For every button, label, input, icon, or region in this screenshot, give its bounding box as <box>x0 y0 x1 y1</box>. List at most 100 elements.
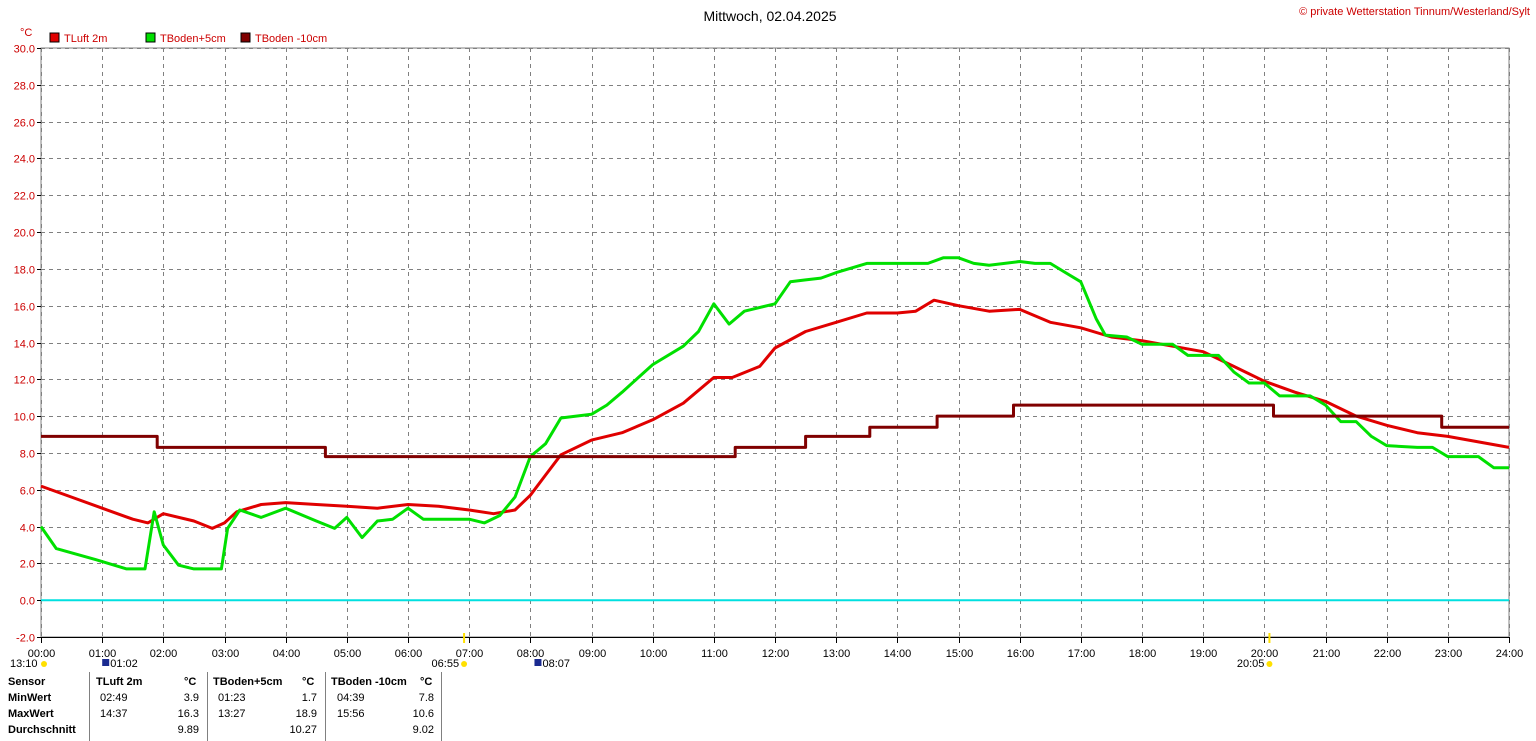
temperature-chart: Mittwoch, 02.04.2025 © private Wettersta… <box>10 6 1530 670</box>
stats-header-s1: TLuft 2m <box>96 676 143 688</box>
x-tick-label: 04:00 <box>273 648 301 660</box>
y-tick-label: 10.0 <box>14 412 35 424</box>
y-tick-labels: -2.0 0.0 2.0 4.0 6.0 8.0 10.0 12.0 14.0 16.0 18.0 2… <box>14 44 35 645</box>
grid <box>37 47 1510 643</box>
stats-header-u3: °C <box>420 676 433 688</box>
stats-value: 3.9 <box>183 692 199 704</box>
x-tick-label: 00:00 <box>28 648 56 660</box>
legend-swatch <box>240 32 251 43</box>
y-tick-label: 26.0 <box>14 118 35 130</box>
stats-row-label: MinWert <box>8 692 52 704</box>
y-tick-label: 22.0 <box>14 191 35 203</box>
stats-value: 9.89 <box>177 724 199 736</box>
y-tick-label: 28.0 <box>14 81 35 93</box>
stats-value: 16.3 <box>177 708 199 720</box>
x-tick-label: 06:00 <box>395 648 423 660</box>
y-tick-label: 12.0 <box>14 375 35 387</box>
sunset-label: 20:05 <box>1237 658 1265 670</box>
stats-header-u2: °C <box>302 676 315 688</box>
x-tick-label: 17:00 <box>1068 648 1096 660</box>
legend: TLuft 2m TBoden+5cm TBoden -10cm <box>49 32 327 45</box>
stats-time: 01:23 <box>218 692 246 704</box>
sun-moon-markers: 13:10 01:02 06:55 08:07 20:05 <box>10 633 1273 670</box>
x-tick-label: 08:00 <box>517 648 545 660</box>
series-lines <box>39 256 1510 571</box>
y-tick-label: 4.0 <box>20 523 35 535</box>
x-tick-label: 10:00 <box>640 648 668 660</box>
legend-swatch <box>49 32 60 43</box>
x-tick-label: 16:00 <box>1007 648 1035 660</box>
series-line-3 <box>41 403 1509 459</box>
moon-age-label: 13:10 <box>10 658 38 670</box>
moon-age-icon <box>41 661 47 667</box>
stats-time: 04:39 <box>337 692 365 704</box>
stats-table: Sensor TLuft 2m °C TBoden+5cm °C TBoden … <box>0 672 445 741</box>
stats-divider <box>441 672 442 741</box>
stats-header-s2: TBoden+5cm <box>213 676 283 688</box>
y-tick-label: 2.0 <box>20 559 35 571</box>
stats-value: 10.27 <box>289 724 317 736</box>
x-tick-label: 05:00 <box>334 648 362 660</box>
stats-value: 9.02 <box>412 724 434 736</box>
stats-value: 7.8 <box>418 692 434 704</box>
stats-divider <box>89 672 90 741</box>
x-tick-label: 21:00 <box>1313 648 1341 660</box>
x-tick-labels: 00:00 01:00 02:00 03:00 04:00 05:00 06:00 07:00… <box>28 648 1524 660</box>
stats-header-s3: TBoden -10cm <box>331 676 407 688</box>
sunrise-label: 06:55 <box>432 658 460 670</box>
x-tick-label: 23:00 <box>1435 648 1463 660</box>
x-tick-label: 24:00 <box>1496 648 1524 660</box>
y-tick-label: 20.0 <box>14 228 35 240</box>
y-tick-label: 14.0 <box>14 339 35 351</box>
x-tick-label: 09:00 <box>579 648 607 660</box>
x-tick-label: 03:00 <box>212 648 240 660</box>
moonrise-label: 08:07 <box>542 658 570 670</box>
x-tick-label: 19:00 <box>1190 648 1218 660</box>
y-tick-label: 18.0 <box>14 265 35 277</box>
chart-title: Mittwoch, 02.04.2025 <box>703 8 836 24</box>
x-tick-label: 18:00 <box>1129 648 1157 660</box>
y-tick-label: -2.0 <box>16 633 35 645</box>
sunrise-icon <box>461 661 468 667</box>
stats-time: 02:49 <box>100 692 128 704</box>
stats-header-u1: °C <box>184 676 197 688</box>
moonset-icon <box>102 659 110 666</box>
x-tick-label: 20:00 <box>1251 648 1279 660</box>
stats-value: 10.6 <box>412 708 434 720</box>
x-tick-label: 01:00 <box>89 648 117 660</box>
x-tick-label: 13:00 <box>823 648 851 660</box>
y-tick-label: 8.0 <box>20 449 35 461</box>
y-tick-label: 0.0 <box>20 596 35 608</box>
legend-label: TLuft 2m <box>64 33 107 45</box>
sunset-icon <box>1266 661 1273 667</box>
x-tick-label: 14:00 <box>884 648 912 660</box>
x-tick-label: 11:00 <box>701 648 728 660</box>
stats-header-sensor: Sensor <box>8 676 46 688</box>
x-tick-label: 07:00 <box>456 648 484 660</box>
stats-divider <box>207 672 208 741</box>
moonset-label: 01:02 <box>110 658 138 670</box>
x-tick-label: 15:00 <box>946 648 974 660</box>
stats-row-label: MaxWert <box>8 708 54 720</box>
moonrise-icon <box>534 659 542 666</box>
series-line-2 <box>39 256 1509 571</box>
stats-value: 1.7 <box>301 692 317 704</box>
stats-value: 18.9 <box>295 708 317 720</box>
copyright: © private Wetterstation Tinnum/Westerlan… <box>1299 6 1530 18</box>
legend-label: TBoden+5cm <box>160 33 226 45</box>
stats-divider <box>325 672 326 741</box>
y-tick-label: 16.0 <box>14 302 35 314</box>
stats-time: 15:56 <box>337 708 365 720</box>
legend-swatch <box>145 32 156 43</box>
stats-row-label: Durchschnitt <box>8 724 76 736</box>
x-tick-label: 22:00 <box>1374 648 1402 660</box>
stats-time: 13:27 <box>218 708 246 720</box>
x-tick-label: 02:00 <box>150 648 178 660</box>
x-tick-label: 12:00 <box>762 648 790 660</box>
y-tick-label: 24.0 <box>14 154 35 166</box>
stats-time: 14:37 <box>100 708 128 720</box>
y-tick-label: 30.0 <box>14 44 35 56</box>
y-unit: °C <box>20 27 32 39</box>
legend-label: TBoden -10cm <box>255 33 327 45</box>
y-tick-label: 6.0 <box>20 486 35 498</box>
